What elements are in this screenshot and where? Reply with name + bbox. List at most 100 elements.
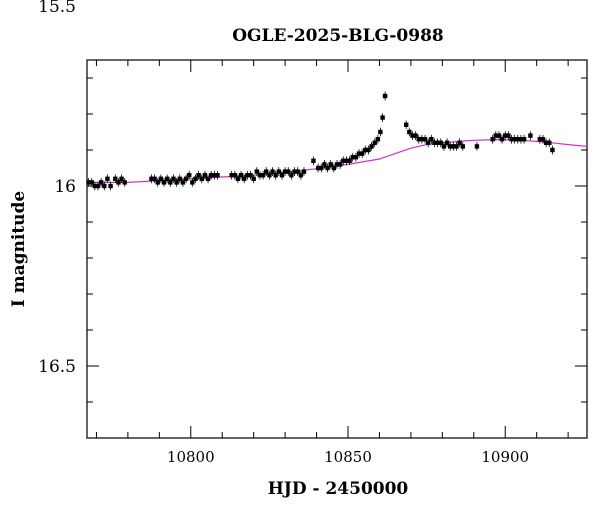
data-point: [315, 165, 321, 171]
data-point: [196, 173, 201, 178]
observation-points: [86, 91, 555, 191]
data-point: [282, 169, 288, 174]
data-point: [403, 122, 409, 127]
data-point: [543, 140, 549, 145]
data-point: [95, 183, 101, 189]
data-point: [331, 165, 337, 171]
data-point: [155, 180, 160, 185]
data-point: [547, 140, 552, 145]
data-point: [254, 169, 260, 174]
data-point: [366, 147, 371, 153]
data-point: [279, 173, 285, 178]
data-point: [515, 137, 521, 142]
data-point: [152, 176, 157, 181]
data-point: [457, 140, 462, 145]
data-point: [499, 137, 505, 142]
data-point: [202, 173, 208, 178]
data-point: [537, 137, 543, 142]
data-point: [289, 173, 294, 178]
data-point: [102, 183, 107, 189]
data-point: [229, 173, 234, 178]
data-point: [369, 144, 374, 149]
data-point: [378, 129, 383, 135]
data-point: [413, 133, 418, 138]
data-point: [190, 180, 195, 185]
data-point: [209, 173, 214, 178]
data-point: [509, 137, 514, 142]
data-point: [205, 176, 211, 181]
data-point: [359, 151, 365, 156]
data-point: [512, 137, 517, 142]
data-point: [232, 173, 237, 178]
data-point: [350, 155, 355, 160]
y-tick-label: 15.5: [38, 0, 76, 17]
data-point: [158, 176, 164, 181]
data-point: [248, 173, 253, 178]
data-point: [273, 173, 278, 178]
data-point: [347, 158, 352, 163]
data-point: [521, 137, 527, 142]
data-point: [441, 144, 447, 149]
data-point: [89, 180, 94, 185]
data-point: [506, 133, 511, 138]
data-point: [180, 180, 186, 185]
data-point: [171, 176, 176, 181]
data-point: [122, 180, 127, 185]
data-point: [337, 162, 343, 167]
data-point: [454, 144, 459, 149]
data-point: [264, 169, 269, 174]
data-point: [410, 133, 415, 138]
data-point: [429, 137, 434, 142]
data-point: [518, 137, 524, 142]
data-point: [375, 137, 381, 142]
data-point: [298, 173, 304, 178]
x-axis-label: HJD - 2450000: [268, 479, 409, 499]
data-point: [407, 129, 412, 135]
data-point: [238, 173, 244, 178]
data-point: [242, 176, 247, 181]
data-point: [108, 183, 113, 189]
data-point: [460, 144, 465, 149]
y-tick-label: 16: [54, 177, 76, 197]
data-point: [432, 140, 437, 145]
data-point: [251, 176, 256, 181]
data-point: [372, 140, 377, 145]
data-point: [149, 176, 154, 181]
data-point: [435, 140, 440, 145]
data-point: [550, 147, 555, 153]
data-point: [419, 137, 425, 142]
data-point: [344, 158, 349, 163]
data-point: [257, 173, 263, 178]
data-point: [260, 173, 266, 178]
data-point: [98, 180, 104, 185]
data-point: [267, 173, 272, 178]
data-point: [235, 176, 241, 181]
y-tick-labels: 15.5 16 16.5: [38, 0, 76, 377]
data-point: [422, 137, 428, 142]
data-point: [356, 151, 362, 156]
data-point: [334, 162, 340, 167]
x-tick-label: 10850: [324, 448, 372, 466]
data-point: [161, 180, 167, 185]
data-point: [270, 169, 275, 174]
data-point: [86, 180, 91, 185]
data-point: [493, 133, 499, 138]
data-point: [276, 169, 282, 174]
data-point: [164, 176, 170, 181]
data-point: [212, 173, 217, 178]
data-point: [496, 133, 502, 138]
data-point: [363, 147, 368, 153]
data-point: [425, 140, 431, 145]
data-point: [292, 169, 297, 174]
axis-ticks: [87, 60, 587, 439]
plot-frame: [86, 59, 588, 439]
data-point: [168, 180, 173, 185]
data-point: [438, 140, 443, 145]
data-point: [199, 176, 204, 181]
data-point: [451, 144, 456, 149]
x-tick-label: 10900: [481, 448, 529, 466]
data-point: [177, 176, 182, 181]
data-point: [448, 144, 453, 149]
data-point: [474, 144, 480, 149]
data-point: [92, 183, 98, 189]
